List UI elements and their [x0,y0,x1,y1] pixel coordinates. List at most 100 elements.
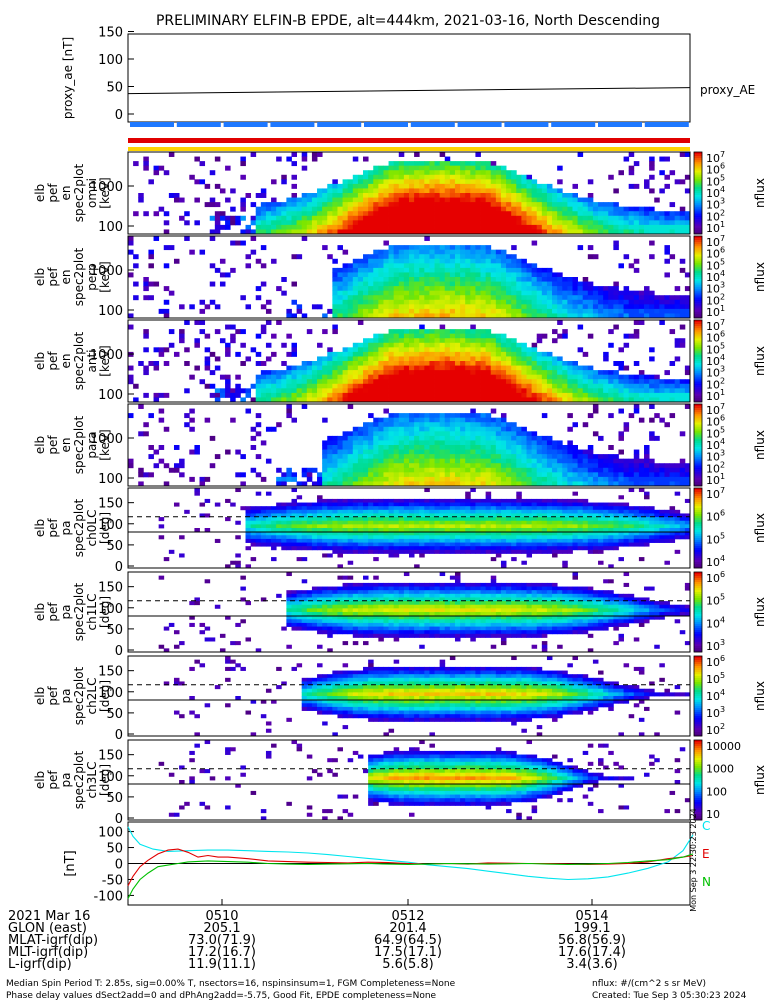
spectrogram-cell [674,467,681,473]
spectrogram-cell [337,197,343,203]
spectrogram-cell [265,356,272,362]
spectrogram-cell [291,281,297,287]
spectrogram-cell [674,299,681,305]
spectrogram-cell [439,524,446,529]
spectrogram-cell [383,229,389,235]
spectrogram-cell [327,220,333,226]
spectrogram-cell [454,206,461,212]
colorbar-cell [694,336,702,339]
spectrogram-cell [546,467,553,473]
spectrogram-cell [148,254,154,260]
spectrogram-cell [276,388,282,394]
spectrogram-cell [506,220,512,226]
spectrogram-cell [317,481,323,487]
spectrogram-cell [337,379,343,385]
spectrogram-cell [500,383,507,389]
spectrogram-cell [465,249,471,255]
spectrogram-cell [424,299,430,305]
spectrogram-cell [649,156,655,162]
spectrogram-cell [424,481,430,487]
spectrogram-cell [409,295,415,301]
spectrogram-cell [454,220,461,226]
spectrogram-cell [449,549,456,554]
spectrogram-cell [311,206,318,212]
spectrogram-cell [598,308,604,314]
spectrogram-cell [419,254,425,260]
spectrogram-cell [199,513,206,518]
spectrogram-cell [541,215,548,221]
spectrogram-cell [424,498,430,503]
spectrogram-cell [357,347,364,353]
spectrogram-cell [143,211,149,217]
spectrogram-cell [454,440,461,446]
spectrogram-cell [419,422,425,428]
spectrogram-cell [495,277,502,282]
spectrogram-cell [317,392,323,398]
spectrogram-cell [572,454,578,460]
spectrogram-cell [434,426,441,432]
spectrogram-cell [434,356,441,362]
spectrogram-cell [582,454,589,460]
spectrogram-cell [168,152,175,157]
spectrogram-cell [373,467,379,473]
spectrogram-cell [495,299,502,305]
spectrogram-cell [281,476,287,482]
spectrogram-cell [378,183,384,189]
spectrogram-cell [439,197,446,203]
spectrogram-cell [306,206,313,212]
spectrogram-cell [434,417,441,423]
spectrogram-cell [460,392,466,398]
spectrogram-cell [684,174,691,180]
spectrogram-cell [567,445,573,450]
spectrogram-cell [434,215,441,221]
spectrogram-cell [424,379,430,385]
spectrogram-cell [684,476,691,482]
spectrogram-cell [337,290,343,296]
spectrogram-cell [327,308,333,314]
colorbar-cell [694,215,702,218]
spectrogram-cell [363,365,369,371]
spectrogram-cell [368,426,374,432]
spectrogram-cell [327,520,333,525]
spectrogram-cell [281,206,287,212]
spectrogram-cell [281,397,287,403]
spectrogram-cell [460,535,466,540]
spectrogram-cell [475,295,481,301]
spectrogram-cell [470,299,476,305]
spectrogram-cell [521,481,527,487]
spectrogram-cell [219,188,226,194]
spectrogram-cell [260,229,267,235]
spectrogram-cell [189,304,195,310]
spectrogram-cell [608,229,614,235]
spectrogram-cell [485,338,492,344]
spectrogram-cell [511,277,517,282]
spectrogram-cell [439,397,446,403]
spectrogram-cell [419,538,425,543]
spectrogram-cell [398,338,405,344]
spectrogram-cell [419,249,425,255]
spectrogram-cell [592,308,599,314]
spectrogram-cell [679,472,686,478]
spectrogram-cell [669,215,676,221]
spectrogram-cell [357,193,364,198]
spectrogram-cell [260,361,267,366]
spectrogram-cell [276,520,282,525]
spectrogram-cell [342,498,349,503]
spectrogram-cell [490,351,497,357]
spectrogram-cell [403,215,410,221]
spectrogram-cell [214,202,221,208]
spectrogram-cell [572,313,578,319]
spectrogram-cell [373,374,379,380]
spectrogram-cell [322,313,328,319]
spectrogram-cell [419,174,425,180]
spectrogram-cell [506,193,512,198]
spectrogram-cell [378,467,384,473]
spectrogram-cell [271,215,277,221]
spectrogram-cell [393,277,400,282]
spectrogram-cell [485,347,492,353]
spectrogram-cell [383,338,389,344]
spectrogram-cell [357,392,364,398]
spectrogram-cell [628,388,635,394]
colorbar-cell [694,256,702,259]
spectrogram-cell [347,281,354,287]
